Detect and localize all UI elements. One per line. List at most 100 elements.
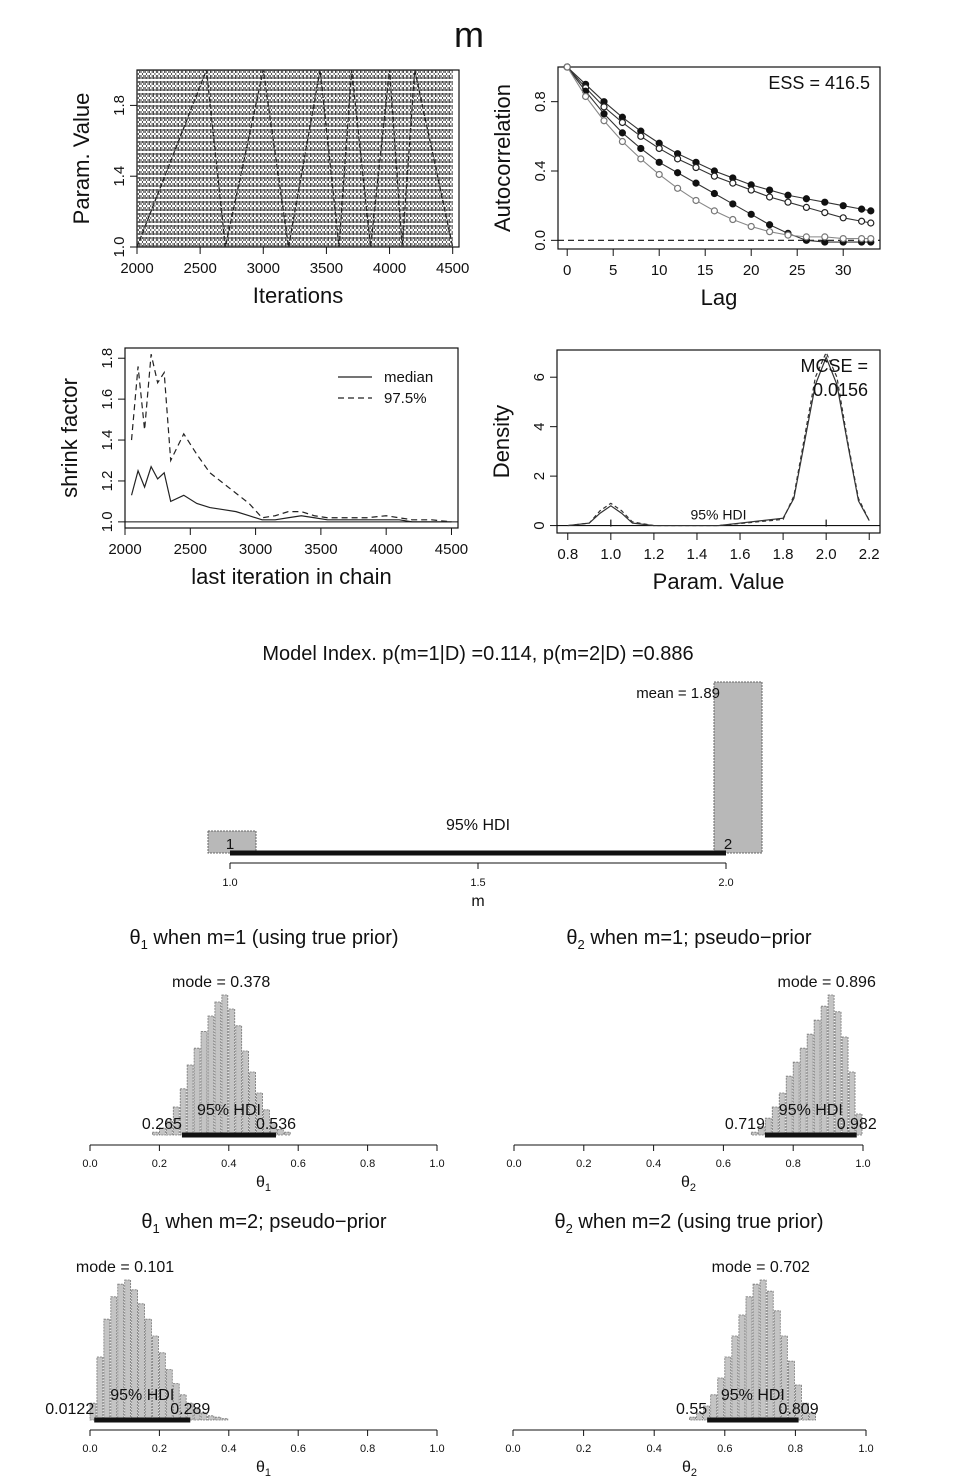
y-tick-label: 1.4 — [111, 166, 128, 187]
acf-point — [637, 155, 645, 163]
title-text: when m=1 (using true prior) — [148, 927, 399, 949]
acf-point — [839, 214, 847, 222]
x-tick-label: 1.0 — [222, 877, 237, 889]
histogram-bar — [283, 1131, 291, 1136]
acf-point — [802, 233, 811, 241]
y-tick-label: 0 — [531, 521, 548, 529]
acf-point — [802, 203, 811, 211]
acf-point — [581, 92, 590, 101]
x-tick-label: 2500 — [183, 260, 216, 277]
histogram-bar — [689, 1416, 696, 1421]
title-text: when m=2; pseudo−prior — [160, 1211, 387, 1233]
histogram-bar — [249, 1071, 256, 1136]
hdi-high-label: 0.536 — [256, 1116, 296, 1133]
acf-point — [784, 231, 792, 239]
acf-point — [600, 103, 608, 111]
x-tick-label: 0.0 — [505, 1443, 520, 1455]
x-tick-label: 2.2 — [859, 546, 880, 563]
xlabel-subscript: 2 — [690, 1182, 696, 1194]
acf-point — [637, 144, 645, 153]
x-tick-label: 0.2 — [152, 1158, 167, 1170]
acf-point — [710, 189, 719, 198]
x-tick-label: 0.4 — [647, 1443, 662, 1455]
xlabel-theta: θ — [681, 1174, 690, 1191]
y-tick-label: 0.8 — [532, 91, 549, 112]
histogram-bar — [221, 1418, 229, 1421]
x-tick-label: 25 — [789, 262, 806, 279]
x-axis-label: θ2 — [681, 1174, 696, 1194]
acf-point — [637, 132, 645, 140]
y-axis-label: Density — [489, 405, 514, 478]
x-tick-label: 3500 — [310, 260, 343, 277]
density-plot: 0.8 1.0 1.2 1.4 1.6 1.8 2.0 2.2 0 2 4 6 Param. Value… — [489, 349, 881, 594]
median-line — [130, 465, 452, 523]
histogram-bar — [89, 1402, 97, 1421]
histogram-bar — [771, 1106, 779, 1136]
mode-label: mode = 0.101 — [76, 1259, 174, 1276]
x-tick-label: 0.6 — [291, 1443, 306, 1455]
title-subscript: 1 — [153, 1221, 160, 1236]
histogram-bar — [158, 1127, 166, 1136]
histogram-bar — [103, 1318, 111, 1421]
y-tick-label: 1.6 — [99, 389, 116, 410]
histogram-bar — [186, 1064, 194, 1136]
histogram-bar — [145, 1318, 152, 1421]
histogram-bar — [820, 1005, 828, 1136]
x-axis-label: θ1 — [256, 1459, 271, 1479]
histogram-bar — [152, 1335, 159, 1421]
hdi-label: 95% HDI — [779, 1102, 843, 1119]
x-axis-label: Lag — [701, 285, 738, 310]
x-tick-label: 0.8 — [788, 1443, 803, 1455]
model-bar-label: 2 — [724, 836, 732, 853]
acf-point — [747, 210, 755, 218]
y-tick-label: 2 — [531, 472, 548, 480]
hdi-label: 95% HDI — [446, 817, 510, 834]
acf-point — [692, 163, 700, 172]
acf-point — [673, 169, 682, 177]
y-tick-label: 1.4 — [99, 430, 116, 451]
upper-97-5-line — [130, 354, 452, 523]
x-tick-label: 0.8 — [786, 1158, 801, 1170]
acf-point — [692, 196, 700, 205]
acf-point — [784, 191, 792, 199]
acf-point — [784, 198, 792, 206]
histogram-bar — [738, 1314, 746, 1421]
histogram-bar — [165, 1369, 173, 1421]
x-tick-label: 15 — [697, 262, 714, 279]
x-tick-label: 2.0 — [718, 877, 733, 889]
x-tick-label: 0.2 — [152, 1443, 167, 1455]
theta-histogram-theta2-m2: θ2 when m=2 (using true prior)95% HDI0.5… — [505, 1211, 873, 1479]
mcse-annotation-line1: MCSE = — [800, 356, 868, 376]
histogram-bar — [193, 1047, 201, 1136]
x-tick-label: 1.6 — [730, 546, 751, 563]
x-tick-label: 4000 — [369, 541, 402, 558]
density-curve — [567, 350, 870, 527]
y-tick-label: 1.0 — [111, 237, 128, 258]
xlabel-theta: θ — [256, 1174, 265, 1191]
histogram-bar — [766, 1290, 774, 1421]
xlabel-subscript: 1 — [265, 1182, 271, 1194]
x-tick-label: 0.6 — [716, 1158, 731, 1170]
acf-point — [867, 219, 875, 227]
acf-point — [655, 158, 663, 166]
y-tick-label: 0.0 — [532, 230, 549, 251]
x-tick-label: 0.2 — [576, 1158, 591, 1170]
autocorrelation-plot: 0 5 10 15 20 25 30 0.0 0.4 0.8 Lag Autocorrelation E… — [490, 63, 881, 310]
histogram-bar — [848, 1071, 856, 1136]
title-text: when m=1; pseudo−prior — [585, 927, 812, 949]
acf-point — [839, 202, 847, 210]
histogram-title: θ1 when m=2; pseudo−prior — [141, 1211, 387, 1236]
y-tick-label: 4 — [531, 422, 548, 430]
legend-label-97-5: 97.5% — [384, 390, 427, 407]
title-text: when m=2 (using true prior) — [573, 1211, 824, 1233]
histogram-bar — [152, 1131, 159, 1136]
histogram-bar — [778, 1092, 786, 1136]
theta-histogram-theta1-m1: θ1 when m=1 (using true prior)95% HDI0.2… — [82, 927, 444, 1194]
acf-point — [618, 129, 627, 137]
x-tick-label: 2000 — [120, 260, 153, 277]
hdi-label: 95% HDI — [721, 1387, 785, 1404]
x-axis-label: θ1 — [256, 1174, 271, 1194]
title-theta: θ — [129, 927, 140, 949]
x-tick-label: 4500 — [436, 260, 469, 277]
acf-point — [765, 186, 774, 194]
